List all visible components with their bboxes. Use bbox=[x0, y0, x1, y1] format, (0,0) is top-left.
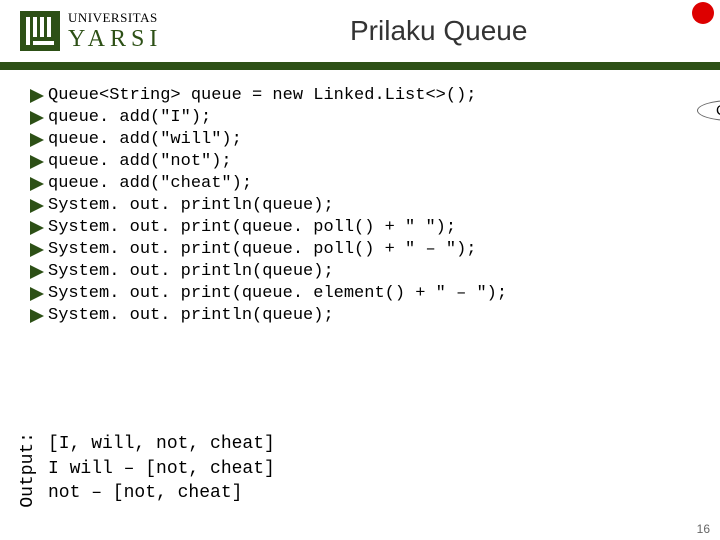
code-text: System. out. println(queue); bbox=[48, 196, 334, 215]
code-line: System. out. println(queue); bbox=[30, 262, 700, 281]
code-line: System. out. println(queue); bbox=[30, 306, 700, 325]
header: UNIVERSITAS YARSI Prilaku Queue bbox=[0, 0, 720, 62]
code-text: System. out. print(queue. poll() + " "); bbox=[48, 218, 456, 237]
bullet-icon bbox=[30, 287, 44, 301]
bullet-icon bbox=[30, 111, 44, 125]
code-text: queue. add("I"); bbox=[48, 108, 211, 127]
content-area: Queue<String> queue = new Linked.List<>(… bbox=[0, 70, 720, 325]
output-lines: [I, will, not, cheat]I will – [not, chea… bbox=[48, 432, 275, 505]
bullet-icon bbox=[30, 177, 44, 191]
bullet-icon bbox=[30, 89, 44, 103]
queue-label: Queue bbox=[697, 100, 720, 121]
slide-title: Prilaku Queue bbox=[350, 15, 527, 47]
code-line: queue. add("will"); bbox=[30, 130, 700, 149]
code-line: System. out. print(queue. element() + " … bbox=[30, 284, 700, 303]
code-text: System. out. print(queue. element() + " … bbox=[48, 284, 507, 303]
code-text: Queue<String> queue = new Linked.List<>(… bbox=[48, 86, 476, 105]
code-block: Queue<String> queue = new Linked.List<>(… bbox=[30, 86, 700, 325]
output-line: I will – [not, cheat] bbox=[48, 457, 275, 481]
header-divider bbox=[0, 62, 720, 70]
output-section: Output: [I, will, not, cheat]I will – [n… bbox=[18, 432, 275, 508]
output-line: [I, will, not, cheat] bbox=[48, 432, 275, 456]
code-line: Queue<String> queue = new Linked.List<>(… bbox=[30, 86, 700, 105]
university-name: UNIVERSITAS YARSI bbox=[68, 10, 162, 53]
code-line: queue. add("I"); bbox=[30, 108, 700, 127]
code-text: System. out. println(queue); bbox=[48, 262, 334, 281]
code-text: queue. add("cheat"); bbox=[48, 174, 252, 193]
university-logo-icon bbox=[20, 11, 60, 51]
code-line: queue. add("not"); bbox=[30, 152, 700, 171]
page-number: 16 bbox=[697, 522, 710, 536]
bullet-icon bbox=[30, 265, 44, 279]
red-indicator-icon bbox=[692, 2, 714, 24]
code-text: System. out. println(queue); bbox=[48, 306, 334, 325]
bullet-icon bbox=[30, 309, 44, 323]
logo-block: UNIVERSITAS YARSI bbox=[20, 10, 162, 53]
code-line: System. out. print(queue. poll() + " – "… bbox=[30, 240, 700, 259]
bullet-icon bbox=[30, 243, 44, 257]
code-text: System. out. print(queue. poll() + " – "… bbox=[48, 240, 476, 259]
output-label: Output: bbox=[18, 432, 38, 508]
bullet-icon bbox=[30, 221, 44, 235]
code-line: System. out. print(queue. poll() + " "); bbox=[30, 218, 700, 237]
code-text: queue. add("will"); bbox=[48, 130, 242, 149]
code-line: queue. add("cheat"); bbox=[30, 174, 700, 193]
university-top-label: UNIVERSITAS bbox=[68, 10, 162, 26]
code-text: queue. add("not"); bbox=[48, 152, 232, 171]
bullet-icon bbox=[30, 155, 44, 169]
code-line: System. out. println(queue); bbox=[30, 196, 700, 215]
university-bottom-label: YARSI bbox=[68, 26, 162, 53]
bullet-icon bbox=[30, 133, 44, 147]
bullet-icon bbox=[30, 199, 44, 213]
output-line: not – [not, cheat] bbox=[48, 481, 275, 505]
